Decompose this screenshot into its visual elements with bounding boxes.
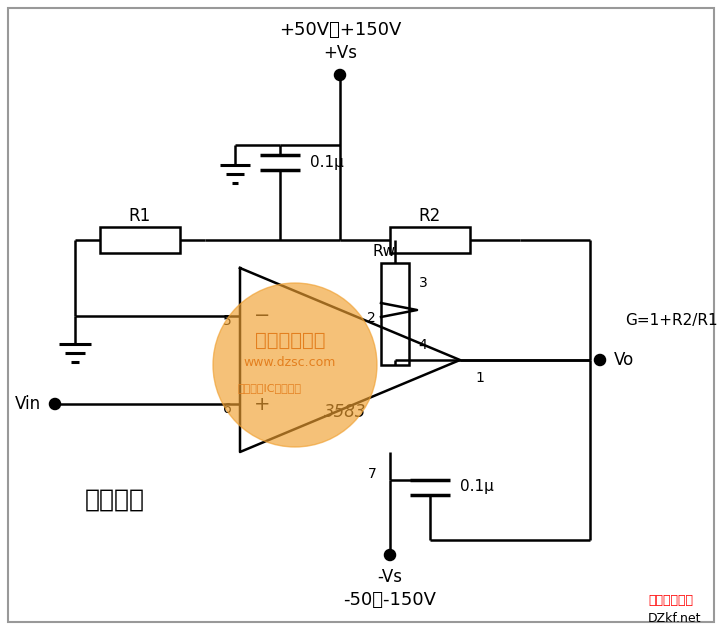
Circle shape [335, 70, 345, 80]
Text: 全球最大IC采购网站: 全球最大IC采购网站 [238, 383, 302, 393]
Text: -Vs: -Vs [378, 568, 402, 586]
Text: 2: 2 [367, 311, 375, 325]
Text: +: + [253, 394, 270, 413]
Text: −: − [254, 307, 270, 326]
Circle shape [385, 550, 395, 560]
Text: 5: 5 [223, 314, 232, 328]
Text: +50V～+150V: +50V～+150V [279, 21, 401, 39]
Text: -50～-150V: -50～-150V [344, 591, 437, 609]
Text: 4: 4 [419, 338, 427, 352]
Bar [381, 263, 409, 365]
Text: 电子开发社区: 电子开发社区 [648, 593, 693, 607]
Text: 6: 6 [223, 402, 232, 416]
Text: 0.1μ: 0.1μ [310, 154, 344, 169]
Text: +Vs: +Vs [323, 44, 357, 62]
Text: G=1+R2/R1: G=1+R2/R1 [625, 312, 718, 328]
Text: R1: R1 [129, 207, 151, 225]
Bar [100, 227, 180, 253]
Circle shape [50, 399, 60, 409]
Text: Vo: Vo [614, 351, 634, 369]
Text: 1: 1 [476, 371, 484, 385]
Text: Vin: Vin [15, 395, 41, 413]
Bar [390, 227, 470, 253]
Text: Rw: Rw [373, 244, 396, 258]
Text: 3: 3 [419, 276, 427, 290]
Text: 3583: 3583 [323, 403, 366, 421]
Text: DZkf.net: DZkf.net [648, 612, 702, 624]
Text: 7: 7 [367, 467, 376, 481]
Text: R2: R2 [419, 207, 441, 225]
Text: 0.1μ: 0.1μ [460, 479, 494, 495]
Text: 维库电子市场: 维库电子市场 [255, 331, 325, 350]
Text: www.dzsc.com: www.dzsc.com [244, 355, 336, 369]
Circle shape [213, 283, 377, 447]
Text: 外壳接地: 外壳接地 [85, 488, 145, 512]
Circle shape [595, 355, 605, 365]
